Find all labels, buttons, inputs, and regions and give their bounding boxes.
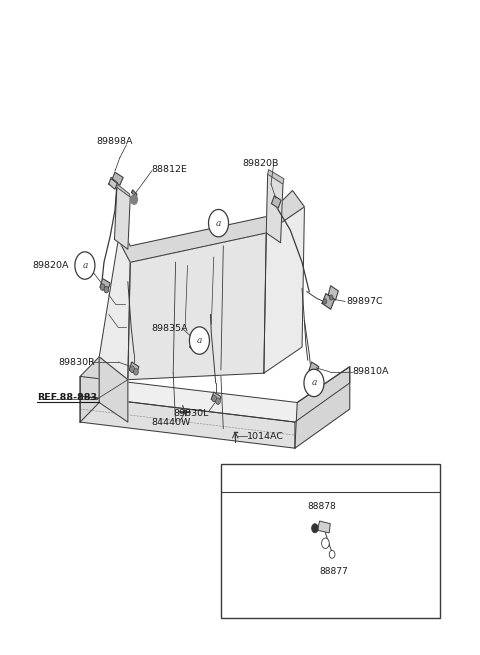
Text: a: a (216, 219, 221, 228)
Text: 89820B: 89820B (242, 159, 279, 168)
FancyBboxPatch shape (221, 464, 441, 618)
Polygon shape (112, 172, 123, 185)
Circle shape (131, 195, 137, 204)
Circle shape (212, 396, 216, 402)
Text: a: a (82, 261, 87, 270)
Circle shape (190, 327, 209, 354)
Polygon shape (328, 286, 338, 300)
Circle shape (312, 524, 318, 533)
Circle shape (304, 369, 324, 397)
Polygon shape (211, 392, 221, 404)
Text: 88877: 88877 (320, 567, 348, 576)
Polygon shape (132, 190, 137, 197)
Polygon shape (309, 362, 319, 375)
Circle shape (216, 398, 220, 404)
Text: 89835A: 89835A (151, 324, 188, 333)
Circle shape (133, 369, 138, 375)
Polygon shape (109, 178, 117, 189)
Circle shape (323, 299, 327, 304)
Polygon shape (115, 184, 130, 197)
Polygon shape (295, 367, 350, 448)
Text: 89810A: 89810A (352, 367, 389, 377)
Polygon shape (100, 278, 110, 291)
Circle shape (322, 538, 329, 548)
Text: 88878: 88878 (308, 502, 336, 512)
Polygon shape (80, 396, 295, 448)
Polygon shape (80, 357, 99, 422)
Circle shape (191, 343, 195, 350)
Circle shape (195, 346, 199, 352)
Circle shape (75, 252, 95, 279)
Text: 88812E: 88812E (152, 165, 188, 174)
Polygon shape (268, 170, 284, 184)
Polygon shape (118, 191, 304, 262)
Polygon shape (99, 357, 128, 422)
Circle shape (208, 210, 228, 237)
Text: 1014AC: 1014AC (247, 432, 284, 441)
Polygon shape (272, 196, 281, 208)
Polygon shape (80, 367, 350, 422)
Polygon shape (128, 233, 266, 380)
Text: 89830R: 89830R (59, 358, 96, 367)
Text: 89820A: 89820A (33, 261, 69, 270)
Polygon shape (317, 521, 330, 533)
Text: REF.88-883: REF.88-883 (37, 393, 97, 402)
Text: 84440W: 84440W (152, 418, 191, 426)
Circle shape (100, 284, 105, 290)
Circle shape (229, 465, 249, 493)
Text: a: a (197, 336, 202, 345)
Circle shape (130, 366, 134, 373)
Polygon shape (322, 293, 335, 309)
Polygon shape (264, 207, 304, 373)
Text: 89830L: 89830L (173, 409, 209, 418)
Circle shape (329, 550, 335, 558)
Text: a: a (236, 474, 242, 483)
Polygon shape (115, 187, 130, 250)
Polygon shape (99, 240, 130, 380)
Polygon shape (266, 174, 283, 243)
Text: 89898A: 89898A (96, 137, 132, 146)
Polygon shape (129, 362, 139, 375)
Circle shape (104, 286, 109, 293)
Circle shape (329, 295, 333, 300)
Text: 89897C: 89897C (346, 297, 383, 306)
Text: a: a (312, 379, 317, 388)
Polygon shape (190, 340, 201, 352)
